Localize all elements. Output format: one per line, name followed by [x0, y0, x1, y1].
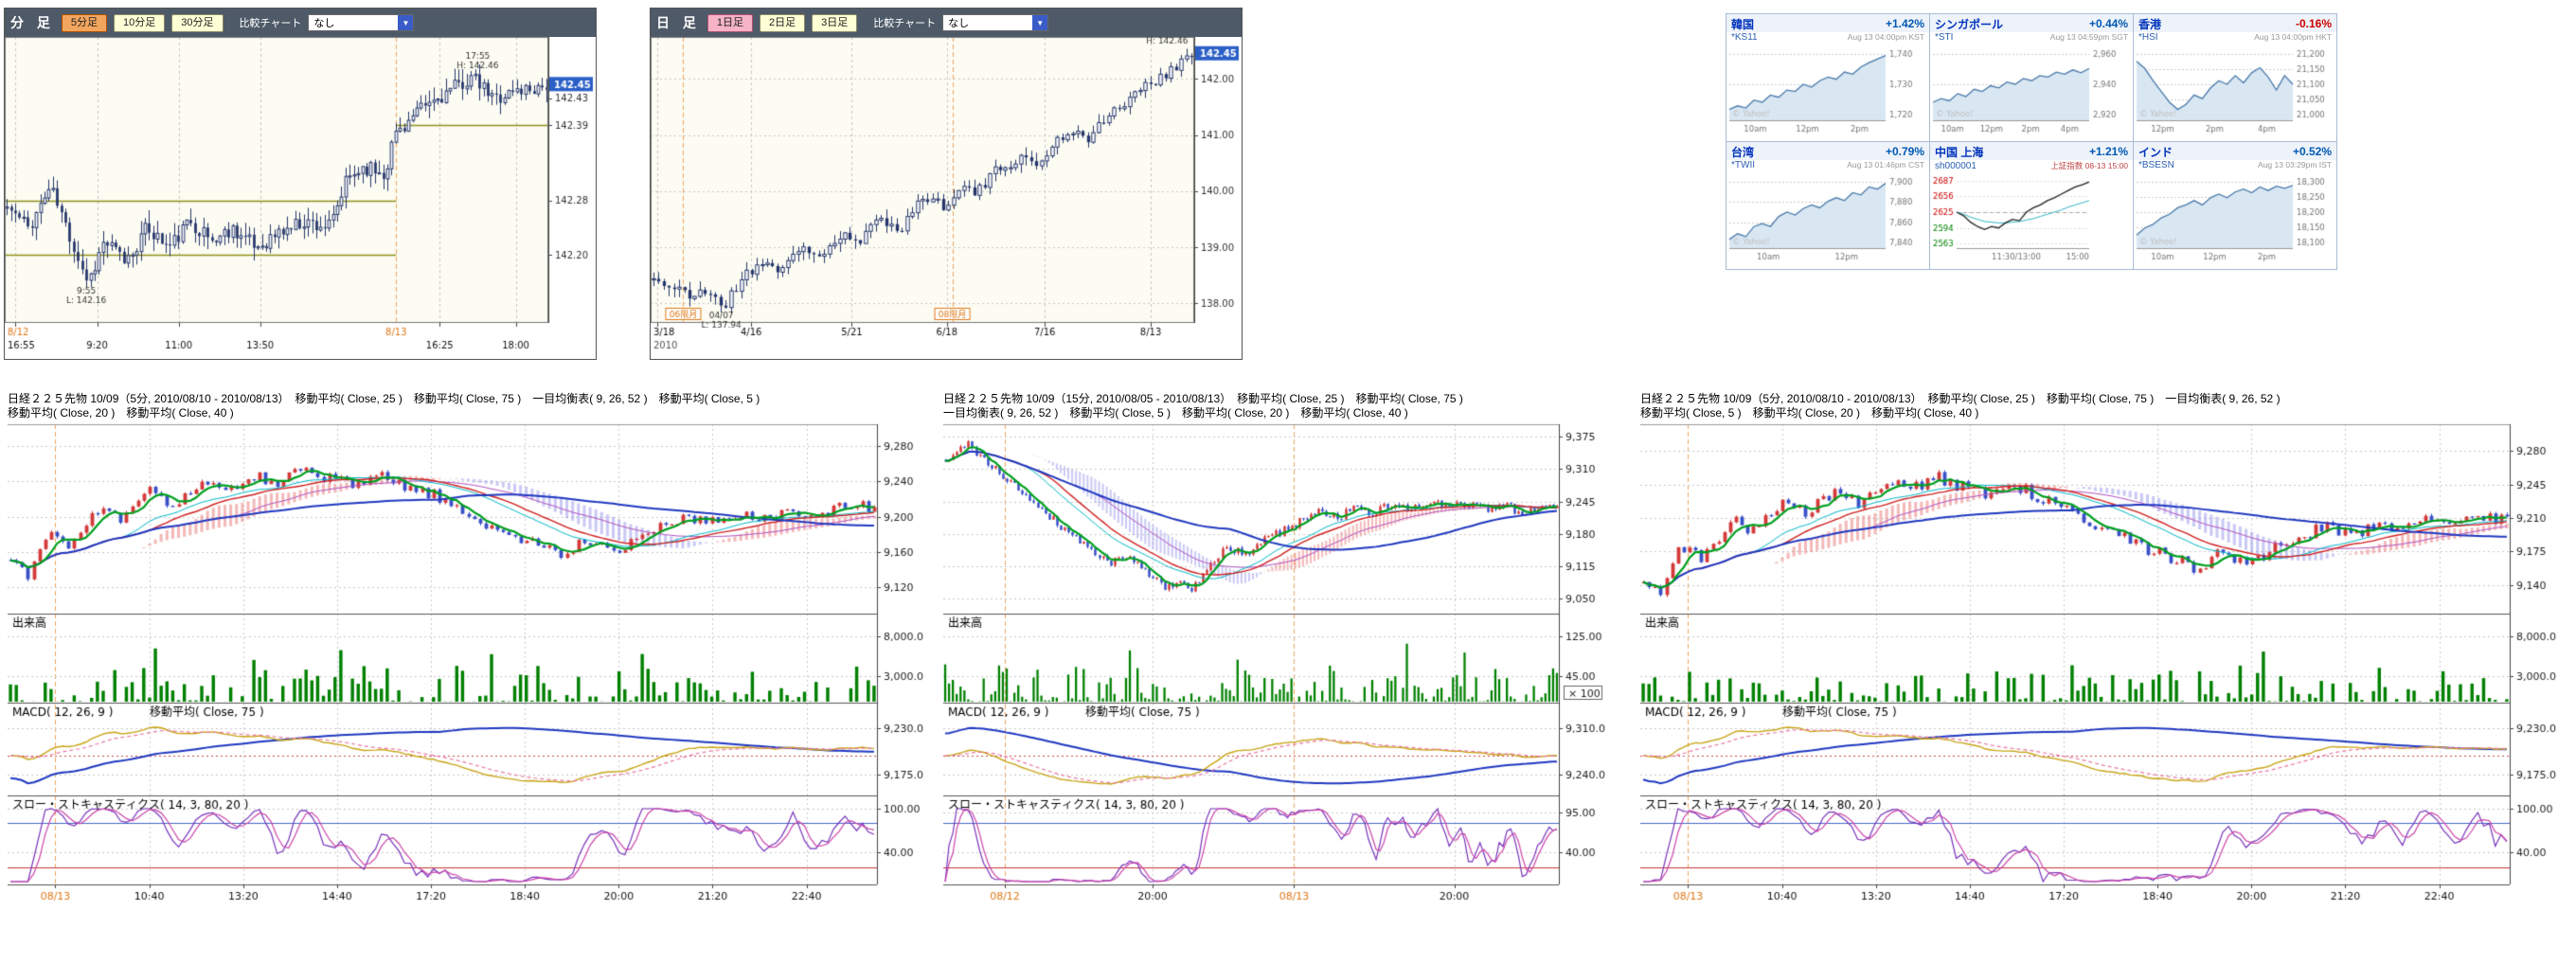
- market-cell-subheader: *HSI Aug 13 04:00pm HKT: [2134, 32, 2336, 45]
- futures-chart-title: 日経２２５先物 10/09（5分, 2010/08/10 - 2010/08/1…: [1640, 392, 2574, 420]
- market-cell[interactable]: 韓国 +1.42% *KS11 Aug 13 04:00pm KST: [1726, 14, 1929, 141]
- futures-chart-canvas: [943, 422, 1623, 907]
- market-timestamp: Aug 13 04:59pm SGT: [2049, 32, 2128, 42]
- market-timestamp: Aug 13 01:46pm CST: [1847, 160, 1924, 170]
- market-symbol: *HSI: [2138, 32, 2158, 43]
- futures-chart-title: 日経２２５先物 10/09（5分, 2010/08/10 - 2010/08/1…: [8, 392, 941, 420]
- market-symbol: *KS11: [1731, 32, 1758, 43]
- market-cell[interactable]: インド +0.52% *BSESN Aug 13 03:29pm IST: [2134, 142, 2336, 269]
- market-name[interactable]: インド: [2138, 145, 2174, 159]
- futures-chart-title-line2: 一目均衡表( 9, 26, 52 ) 移動平均( Close, 5 ) 移動平均…: [943, 406, 1408, 420]
- futures-chart-right: 日経２２５先物 10/09（5分, 2010/08/10 - 2010/08/1…: [1640, 392, 2574, 907]
- market-cell-header: 香港 -0.16%: [2134, 14, 2336, 32]
- market-name[interactable]: 韓国: [1731, 17, 1755, 31]
- futures-chart-canvas: [1640, 422, 2574, 907]
- interval-button-3day[interactable]: 3日足: [812, 13, 858, 32]
- market-cell-subheader: *KS11 Aug 13 04:00pm KST: [1726, 32, 1929, 45]
- market-change: +1.21%: [2088, 145, 2128, 158]
- market-name[interactable]: シンガポール: [1935, 17, 2004, 31]
- market-cell-subheader: *BSESN Aug 13 03:29pm IST: [2134, 160, 2336, 172]
- futures-chart-title: 日経２２５先物 10/09（15分, 2010/08/05 - 2010/08/…: [943, 392, 1623, 420]
- market-change: -0.16%: [2295, 17, 2332, 30]
- market-symbol: *TWII: [1731, 160, 1755, 170]
- market-cell-header: 台湾 +0.79%: [1726, 142, 1929, 160]
- market-cell-header: 中国 上海 +1.21%: [1930, 142, 2133, 160]
- market-change: +1.42%: [1885, 17, 1924, 30]
- chevron-down-icon[interactable]: ▼: [398, 15, 414, 30]
- compare-chart-label: 比較チャート: [239, 18, 302, 29]
- market-cell-header: インド +0.52%: [2134, 142, 2336, 160]
- futures-chart-title-line2: 移動平均( Close, 5 ) 移動平均( Close, 20 ) 移動平均(…: [1640, 406, 1979, 420]
- interval-button-30min[interactable]: 30分足: [171, 13, 224, 32]
- minute-chart-window: 分 足 5分足 10分足 30分足 比較チャート なし ▼: [4, 8, 597, 360]
- compare-chart-select[interactable]: なし ▼: [942, 14, 1049, 31]
- market-mini-chart[interactable]: [1930, 172, 2133, 268]
- compare-chart-label: 比較チャート: [873, 18, 937, 29]
- minute-chart-header: 分 足 5分足 10分足 30分足 比較チャート なし ▼: [5, 9, 596, 37]
- market-timestamp: Aug 13 03:29pm IST: [2258, 160, 2332, 170]
- market-timestamp: 上証指数 08-13 15:00: [2050, 161, 2128, 170]
- market-name[interactable]: 中国 上海: [1935, 145, 1984, 159]
- market-change: +0.52%: [2292, 145, 2332, 158]
- world-markets-panel: 韓国 +1.42% *KS11 Aug 13 04:00pm KST シンガポール +0.…: [1726, 13, 2337, 270]
- interval-button-10min[interactable]: 10分足: [114, 13, 166, 32]
- daily-chart-canvas: [651, 37, 1240, 359]
- market-cell-subheader: *STI Aug 13 04:59pm SGT: [1930, 32, 2133, 45]
- market-timestamp: Aug 13 04:00pm HKT: [2254, 32, 2332, 42]
- minute-chart-canvas: [5, 37, 594, 359]
- market-change: +0.44%: [2088, 17, 2128, 30]
- compare-chart-select[interactable]: なし ▼: [308, 14, 415, 31]
- market-cell-header: シンガポール +0.44%: [1930, 14, 2133, 32]
- market-mini-chart[interactable]: [1726, 172, 1929, 268]
- market-mini-chart[interactable]: [2134, 45, 2336, 140]
- market-cell-subheader: *TWII Aug 13 01:46pm CST: [1726, 160, 1929, 172]
- futures-chart-canvas: [8, 422, 941, 907]
- market-symbol: *BSESN: [2138, 160, 2174, 170]
- compare-chart-value: なし: [313, 18, 335, 29]
- market-symbol: *STI: [1935, 32, 1954, 43]
- futures-chart-title-line2: 移動平均( Close, 20 ) 移動平均( Close, 40 ): [8, 406, 234, 420]
- market-change: +0.79%: [1885, 145, 1924, 158]
- market-name[interactable]: 香港: [2138, 17, 2162, 31]
- daily-chart-title: 日 足: [656, 15, 701, 30]
- market-name[interactable]: 台湾: [1731, 145, 1755, 159]
- daily-chart-header: 日 足 1日足 2日足 3日足 比較チャート なし ▼: [651, 9, 1242, 37]
- market-cell[interactable]: 香港 -0.16% *HSI Aug 13 04:00pm HKT: [2134, 14, 2336, 141]
- futures-chart-title-line1: 日経２２５先物 10/09（15分, 2010/08/05 - 2010/08/…: [943, 392, 1463, 405]
- futures-chart-middle: 日経２２５先物 10/09（15分, 2010/08/05 - 2010/08/…: [943, 392, 1623, 907]
- market-cell[interactable]: 中国 上海 +1.21% sh000001 上証指数 08-13 15:00: [1930, 142, 2133, 269]
- compare-chart-value: なし: [948, 18, 970, 29]
- market-cell[interactable]: シンガポール +0.44% *STI Aug 13 04:59pm SGT: [1930, 14, 2133, 141]
- interval-button-2day[interactable]: 2日足: [760, 13, 806, 32]
- futures-chart-left: 日経２２５先物 10/09（5分, 2010/08/10 - 2010/08/1…: [8, 392, 941, 907]
- market-mini-chart[interactable]: [1930, 45, 2133, 140]
- market-timestamp: Aug 13 04:00pm KST: [1847, 32, 1924, 42]
- market-symbol: sh000001: [1935, 161, 1977, 171]
- chevron-down-icon[interactable]: ▼: [1032, 15, 1048, 30]
- market-cell-header: 韓国 +1.42%: [1726, 14, 1929, 32]
- market-mini-chart[interactable]: [2134, 172, 2336, 268]
- futures-chart-title-line1: 日経２２５先物 10/09（5分, 2010/08/10 - 2010/08/1…: [1640, 392, 2281, 405]
- market-mini-chart[interactable]: [1726, 45, 1929, 140]
- interval-button-5min[interactable]: 5分足: [61, 13, 108, 32]
- daily-chart-window: 日 足 1日足 2日足 3日足 比較チャート なし ▼: [650, 8, 1243, 360]
- market-cell[interactable]: 台湾 +0.79% *TWII Aug 13 01:46pm CST: [1726, 142, 1929, 269]
- market-cell-subheader: sh000001 上証指数 08-13 15:00: [1930, 160, 2133, 172]
- futures-chart-title-line1: 日経２２５先物 10/09（5分, 2010/08/10 - 2010/08/1…: [8, 392, 760, 405]
- interval-button-1day[interactable]: 1日足: [707, 13, 754, 32]
- minute-chart-title: 分 足: [10, 15, 55, 30]
